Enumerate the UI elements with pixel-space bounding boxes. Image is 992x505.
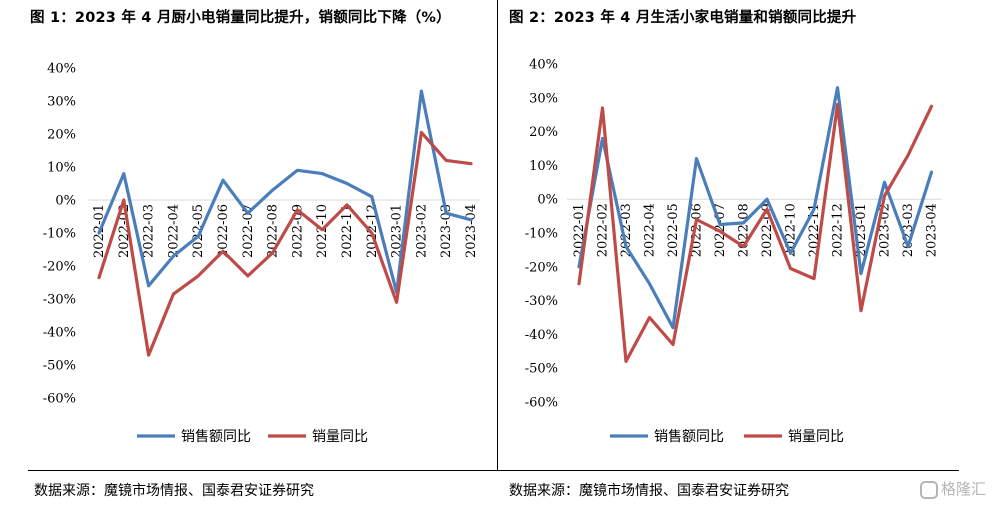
- right-chart-y-tick-label: -40%: [525, 328, 558, 343]
- watermark-text: 格隆汇: [940, 480, 986, 498]
- left-chart-x-tick-label: 2023-02: [414, 204, 429, 258]
- left-chart-y-tick-label: -30%: [43, 293, 76, 308]
- left-chart-x-tick-label: 2022-03: [142, 204, 157, 258]
- right-chart-x-tick-label: 2022-08: [737, 203, 752, 257]
- right-chart-legend-sales-volume-label: 销量同比: [788, 429, 844, 445]
- right-chart-x-tick-label: 2022-04: [643, 203, 658, 257]
- right-chart-y-tick-label: -10%: [525, 227, 558, 242]
- right-chart-y-tick-label: 0%: [537, 193, 558, 208]
- right-bottom-rule: [497, 470, 959, 471]
- left-chart-y-tick-label: -60%: [43, 392, 76, 407]
- left-chart-x-tick-label: 2022-04: [166, 204, 181, 258]
- right-chart-y-tick-label: 40%: [529, 58, 558, 73]
- right-chart-legend-sales-amount-label: 销售额同比: [654, 429, 724, 445]
- right-chart-y-tick-label: -20%: [525, 260, 558, 275]
- right-chart-panel: 图 2：2023 年 4 月生活小家电销量和销额同比提升 40% 30% 20% 10…: [497, 0, 992, 505]
- right-chart-y-tick-label: -60%: [525, 396, 558, 411]
- left-chart-y-tick-label: 30%: [47, 95, 76, 110]
- watermark: 格隆汇: [919, 478, 986, 499]
- right-chart-y-tick-label: 30%: [529, 91, 558, 106]
- right-chart-x-tick-label: 2022-03: [619, 203, 634, 257]
- right-chart-x-tick-label: 2022-05: [666, 203, 681, 257]
- left-chart-y-tick-label: -40%: [43, 326, 76, 341]
- left-chart-series-sales-volume-line: [97, 130, 473, 357]
- left-chart-x-tick-label: 2022-07: [241, 204, 256, 258]
- right-chart-series-sales-volume-line: [577, 102, 934, 363]
- right-chart-source: 数据来源：魔镜市场情报、国泰君安证券研究: [509, 483, 789, 499]
- right-chart-y-tick-label: -50%: [525, 362, 558, 377]
- watermark-logo-icon: [919, 480, 938, 499]
- left-chart-x-tick-label: 2022-11: [340, 204, 355, 258]
- left-chart-x-tick-label: 2022-06: [216, 204, 231, 258]
- left-chart-legend-sales-volume-label: 销量同比: [312, 429, 368, 445]
- left-bottom-rule: [28, 470, 497, 471]
- left-chart-legend-sales-amount-label: 销售额同比: [181, 429, 251, 445]
- left-chart-y-tick-label: -10%: [43, 227, 76, 242]
- left-chart-y-tick-label: 0%: [55, 194, 76, 209]
- left-chart-y-tick-label: 10%: [47, 161, 76, 176]
- right-chart-series-sales-amount-line: [577, 86, 934, 330]
- left-chart-y-tick-label: -50%: [43, 359, 76, 374]
- left-chart-y-tick-label: -20%: [43, 260, 76, 275]
- right-chart-title: 图 2：2023 年 4 月生活小家电销量和销额同比提升: [509, 10, 857, 26]
- left-chart-x-tick-label: 2023-04: [464, 204, 479, 258]
- left-chart-series-sales-amount-line: [97, 89, 473, 294]
- right-chart-y-tick-label: -30%: [525, 294, 558, 309]
- left-chart-source: 数据来源：魔镜市场情报、国泰君安证券研究: [34, 483, 314, 499]
- left-chart-y-tick-label: 20%: [47, 128, 76, 143]
- right-chart-x-tick-label: 2023-03: [901, 203, 916, 257]
- left-chart-y-tick-label: 40%: [47, 62, 76, 77]
- right-chart-x-tick-label: 2023-04: [925, 203, 940, 257]
- right-chart-y-tick-label: 20%: [529, 125, 558, 140]
- left-chart-x-tick-label: 2022-05: [191, 204, 206, 258]
- right-chart-x-tick-label: 2022-02: [596, 203, 611, 257]
- right-chart-y-tick-label: 10%: [529, 159, 558, 174]
- right-chart-svg: 40% 30% 20% 10% 0% -10% -20% -30% -40% -50% -60% 20…: [525, 58, 942, 445]
- left-chart-x-tick-label: 2023-03: [439, 204, 454, 258]
- left-chart-panel: 图 1：2023 年 4 月厨小电销量同比提升，销额同比下降（%） 40% 30%…: [30, 10, 480, 499]
- left-chart-title: 图 1：2023 年 4 月厨小电销量同比提升，销额同比下降（%）: [30, 10, 451, 26]
- left-chart-x-tick-label: 2023-01: [390, 204, 405, 258]
- right-chart-x-tick-label: 2022-12: [831, 203, 846, 257]
- panel-divider: [497, 0, 498, 470]
- left-chart-svg: 40% 30% 20% 10% 0% -10% -20% -30% -40% -50% -60% 20…: [43, 62, 480, 445]
